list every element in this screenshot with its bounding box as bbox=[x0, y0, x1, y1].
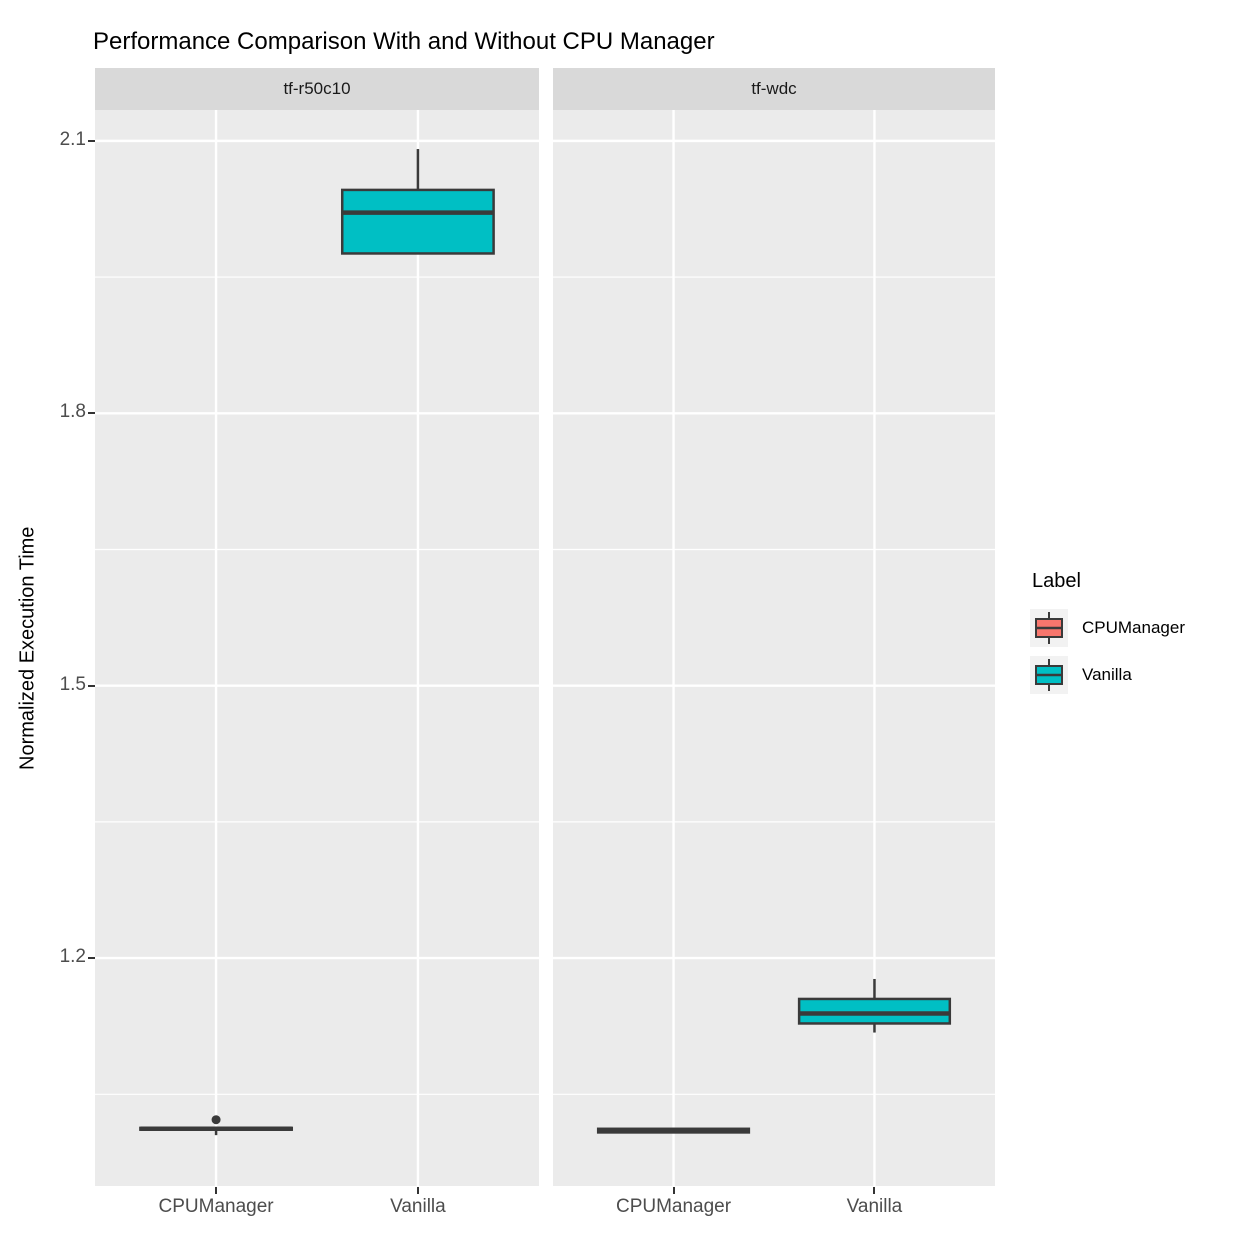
legend-entry-cpumanager: CPUManager bbox=[1030, 609, 1185, 647]
legend: Label CPUManager Vanilla bbox=[1030, 570, 1185, 703]
y-tick-label: 1.8 bbox=[59, 401, 86, 423]
facet-strip-label: tf-r50c10 bbox=[283, 79, 351, 98]
y-tick-label: 1.5 bbox=[59, 673, 86, 695]
boxplot-key-icon bbox=[1030, 609, 1068, 647]
y-tick-label: 2.1 bbox=[59, 128, 86, 150]
boxplot-box bbox=[797, 997, 952, 1025]
x-tick-label: Vanilla bbox=[846, 1196, 903, 1217]
legend-label: CPUManager bbox=[1082, 618, 1185, 637]
panel-background bbox=[95, 110, 539, 1186]
x-tick-mark bbox=[672, 1187, 675, 1194]
y-tick-mark bbox=[88, 139, 95, 142]
facet-strip-tf-wdc: tf-wdc bbox=[553, 68, 995, 110]
boxplot-key-icon bbox=[1030, 656, 1068, 694]
facet-strip-tf-r50c10: tf-r50c10 bbox=[95, 68, 539, 110]
y-axis-title: Normalized Execution Time bbox=[16, 526, 39, 770]
x-tick-mark bbox=[215, 1187, 218, 1194]
y-tick-mark bbox=[88, 412, 95, 415]
y-tick-mark bbox=[88, 684, 95, 687]
x-tick-label: CPUManager bbox=[158, 1196, 274, 1217]
facet-panel bbox=[553, 110, 995, 1186]
x-tick-label: Vanilla bbox=[390, 1196, 446, 1217]
facet-panel bbox=[95, 110, 539, 1186]
plot-title: Performance Comparison With and Without … bbox=[93, 28, 715, 55]
y-tick-mark bbox=[88, 957, 95, 960]
y-tick-label: 1.2 bbox=[59, 946, 86, 968]
legend-entry-vanilla: Vanilla bbox=[1030, 656, 1185, 694]
facet-strip-label: tf-wdc bbox=[751, 79, 797, 98]
x-tick-label: CPUManager bbox=[615, 1196, 732, 1217]
boxplot-box bbox=[340, 188, 495, 255]
x-tick-mark bbox=[416, 1187, 419, 1194]
legend-title: Label bbox=[1032, 570, 1081, 592]
legend-label: Vanilla bbox=[1082, 665, 1132, 684]
x-tick-mark bbox=[873, 1187, 876, 1194]
outlier-point bbox=[211, 1115, 221, 1125]
